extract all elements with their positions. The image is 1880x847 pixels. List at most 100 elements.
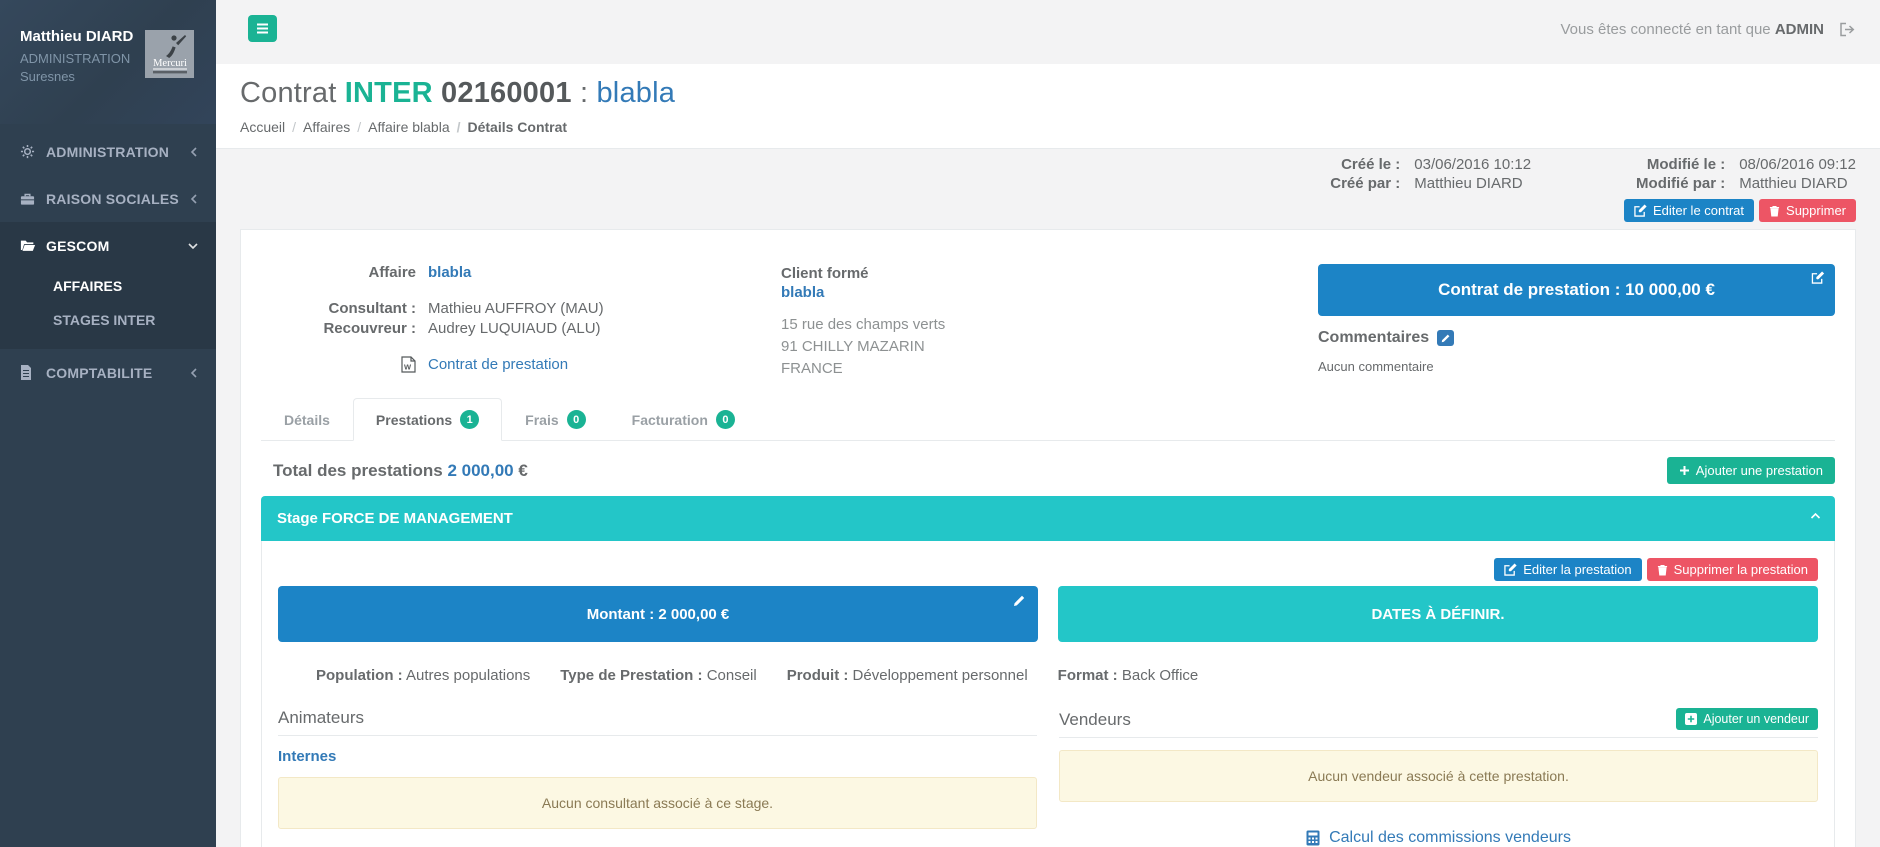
created-by-value: Matthieu DIARD <box>1414 175 1523 192</box>
page-content: Créé le : 03/06/2016 10:12 Créé par : Ma… <box>216 149 1880 847</box>
add-vendeur-label: Ajouter un vendeur <box>1703 712 1809 726</box>
contract-doc-link[interactable]: Contrat de prestation <box>428 356 569 373</box>
chevron-up-icon[interactable] <box>1810 512 1821 520</box>
status-user: ADMIN <box>1774 21 1824 38</box>
modified-meta: Modifié le : 08/06/2016 09:12 Modifié pa… <box>1636 155 1856 193</box>
breadcrumb-affaires[interactable]: Affaires <box>285 119 350 135</box>
created-date-label: Créé le : <box>1341 156 1401 173</box>
edit-total-icon[interactable] <box>1811 271 1825 284</box>
created-date-value: 03/06/2016 10:12 <box>1414 156 1532 173</box>
delete-prestation-button[interactable]: Supprimer la prestation <box>1646 558 1818 581</box>
delete-contract-button[interactable]: Supprimer <box>1759 199 1856 222</box>
word-file-icon: W <box>401 356 416 373</box>
dates-label: DATES À DÉFINIR. <box>1371 605 1505 623</box>
total-currency: € <box>518 460 528 480</box>
tab-prestations[interactable]: Prestations 1 <box>352 398 503 441</box>
attribute-value: Autres populations <box>406 667 531 684</box>
sidebar-item-label: GESCOM <box>46 237 110 254</box>
sidebar-item-gescom[interactable]: GESCOM <box>0 222 216 269</box>
internes-link[interactable]: Internes <box>278 748 337 765</box>
animateurs-header: Animateurs <box>278 708 1037 736</box>
page-title: Contrat INTER 02160001 : blabla <box>240 77 1856 110</box>
stage-title: Stage FORCE DE MANAGEMENT <box>277 510 513 527</box>
page-heading: Contrat INTER 02160001 : blabla Accueil … <box>216 64 1880 149</box>
contract-tabs: Détails Prestations 1 Frais 0 Facturatio… <box>261 398 1835 441</box>
tab-badge: 0 <box>566 410 586 429</box>
sidebar: Matthieu DIARD ADMINISTRATION Suresnes M… <box>0 0 216 847</box>
edit-amount-icon[interactable] <box>1013 595 1025 607</box>
commissions-label: Calcul des commissions vendeurs <box>1329 829 1571 846</box>
mercuri-logo: Mercuri <box>145 30 194 78</box>
title-affaire-link[interactable]: blabla <box>596 77 676 109</box>
plus-square-icon <box>1685 713 1698 725</box>
trash-icon <box>1769 205 1780 217</box>
add-prestation-button[interactable]: Ajouter une prestation <box>1666 457 1835 484</box>
trash-icon <box>1657 564 1668 576</box>
stage-header: Stage FORCE DE MANAGEMENT <box>261 496 1835 541</box>
address-line: 91 CHILLY MAZARIN <box>781 338 925 355</box>
modified-by-value: Matthieu DIARD <box>1739 175 1848 192</box>
edit-contract-label: Editer le contrat <box>1652 203 1745 218</box>
sidebar-item-comptabilite[interactable]: COMPTABILITE <box>0 349 216 396</box>
sidebar-item-raison-sociales[interactable]: RAISON SOCIALES <box>0 175 216 222</box>
chevron-left-icon <box>190 193 198 204</box>
sidebar-item-stages-inter[interactable]: STAGES INTER <box>53 312 156 328</box>
attribute-pair: Format : Back Office <box>1058 667 1199 684</box>
animateurs-title: Animateurs <box>278 708 364 727</box>
main-area: Vous êtes connecté en tant que ADMIN Con… <box>216 0 1880 847</box>
user-name: Matthieu DIARD <box>20 28 134 45</box>
title-prefix: Contrat <box>240 77 337 109</box>
contract-meta: Créé le : 03/06/2016 10:12 Créé par : Ma… <box>240 155 1856 193</box>
menu-toggle-button[interactable] <box>248 15 277 42</box>
tab-label: Prestations <box>375 411 453 428</box>
stage-boxes: Montant : 2 000,00 € DATES À DÉFINIR. <box>278 586 1818 642</box>
sidebar-profile: Matthieu DIARD ADMINISTRATION Suresnes M… <box>0 0 216 124</box>
user-role: ADMINISTRATION <box>20 51 131 66</box>
login-status: Vous êtes connecté en tant que ADMIN <box>1560 21 1856 38</box>
breadcrumb-affaire-blabla[interactable]: Affaire blabla <box>350 119 449 135</box>
affaire-link[interactable]: blabla <box>428 264 472 281</box>
svg-text:W: W <box>404 363 412 372</box>
delete-contract-label: Supprimer <box>1786 203 1846 218</box>
stage-panel: Stage FORCE DE MANAGEMENT <box>261 496 1835 847</box>
client-info: Client formé blabla 15 rue des champs ve… <box>781 264 1181 380</box>
sign-out-icon[interactable] <box>1839 22 1856 37</box>
sidebar-item-affaires[interactable]: AFFAIRES <box>53 278 123 294</box>
attribute-label: Produit : <box>786 667 849 684</box>
edit-prestation-label: Editer la prestation <box>1523 562 1632 577</box>
vendeurs-header: Vendeurs Ajouter un vendeur <box>1059 708 1818 738</box>
folder-open-icon <box>20 239 46 252</box>
tab-facturation[interactable]: Facturation 0 <box>609 398 758 441</box>
edit-contract-button[interactable]: Editer le contrat <box>1623 199 1755 222</box>
client-label: Client formé <box>781 265 869 282</box>
breadcrumb-current: Détails Contrat <box>450 119 568 135</box>
chevron-down-icon <box>188 242 198 250</box>
stage-actions: Editer la prestation Supprimer la presta… <box>278 558 1818 581</box>
sidebar-item-label: ADMINISTRATION <box>46 143 170 160</box>
breadcrumb-accueil[interactable]: Accueil <box>240 119 286 135</box>
modified-date-value: 08/06/2016 09:12 <box>1739 156 1856 173</box>
attribute-value: Conseil <box>706 667 757 684</box>
tab-frais[interactable]: Frais 0 <box>502 398 608 441</box>
sidebar-item-administration[interactable]: ADMINISTRATION <box>0 128 216 175</box>
edit-comments-icon[interactable] <box>1437 330 1455 346</box>
animateurs-column: Animateurs Internes Aucun consultant ass… <box>278 708 1037 847</box>
add-vendeur-button[interactable]: Ajouter un vendeur <box>1676 708 1818 730</box>
tab-badge: 0 <box>715 410 735 429</box>
logo-text: Mercuri <box>153 58 187 69</box>
chevron-left-icon <box>190 367 198 378</box>
tab-label: Frais <box>525 411 559 428</box>
created-by-label: Créé par : <box>1330 175 1401 192</box>
modified-date-label: Modifié le : <box>1646 156 1726 173</box>
breadcrumb: Accueil Affaires Affaire blabla Détails … <box>240 119 1856 135</box>
status-prefix: Vous êtes connecté en tant que <box>1560 21 1771 38</box>
tab-details[interactable]: Détails <box>261 398 353 441</box>
tab-label: Détails <box>284 411 330 428</box>
attribute-value: Back Office <box>1121 667 1199 684</box>
commissions-link[interactable]: Calcul des commissions vendeurs <box>1059 829 1818 847</box>
sidebar-item-label: RAISON SOCIALES <box>46 190 179 207</box>
edit-prestation-button[interactable]: Editer la prestation <box>1494 558 1642 581</box>
sidebar-group-gescom: GESCOM AFFAIRES STAGES INTER <box>0 222 216 349</box>
attribute-label: Population : <box>316 667 403 684</box>
client-link[interactable]: blabla <box>781 284 825 301</box>
